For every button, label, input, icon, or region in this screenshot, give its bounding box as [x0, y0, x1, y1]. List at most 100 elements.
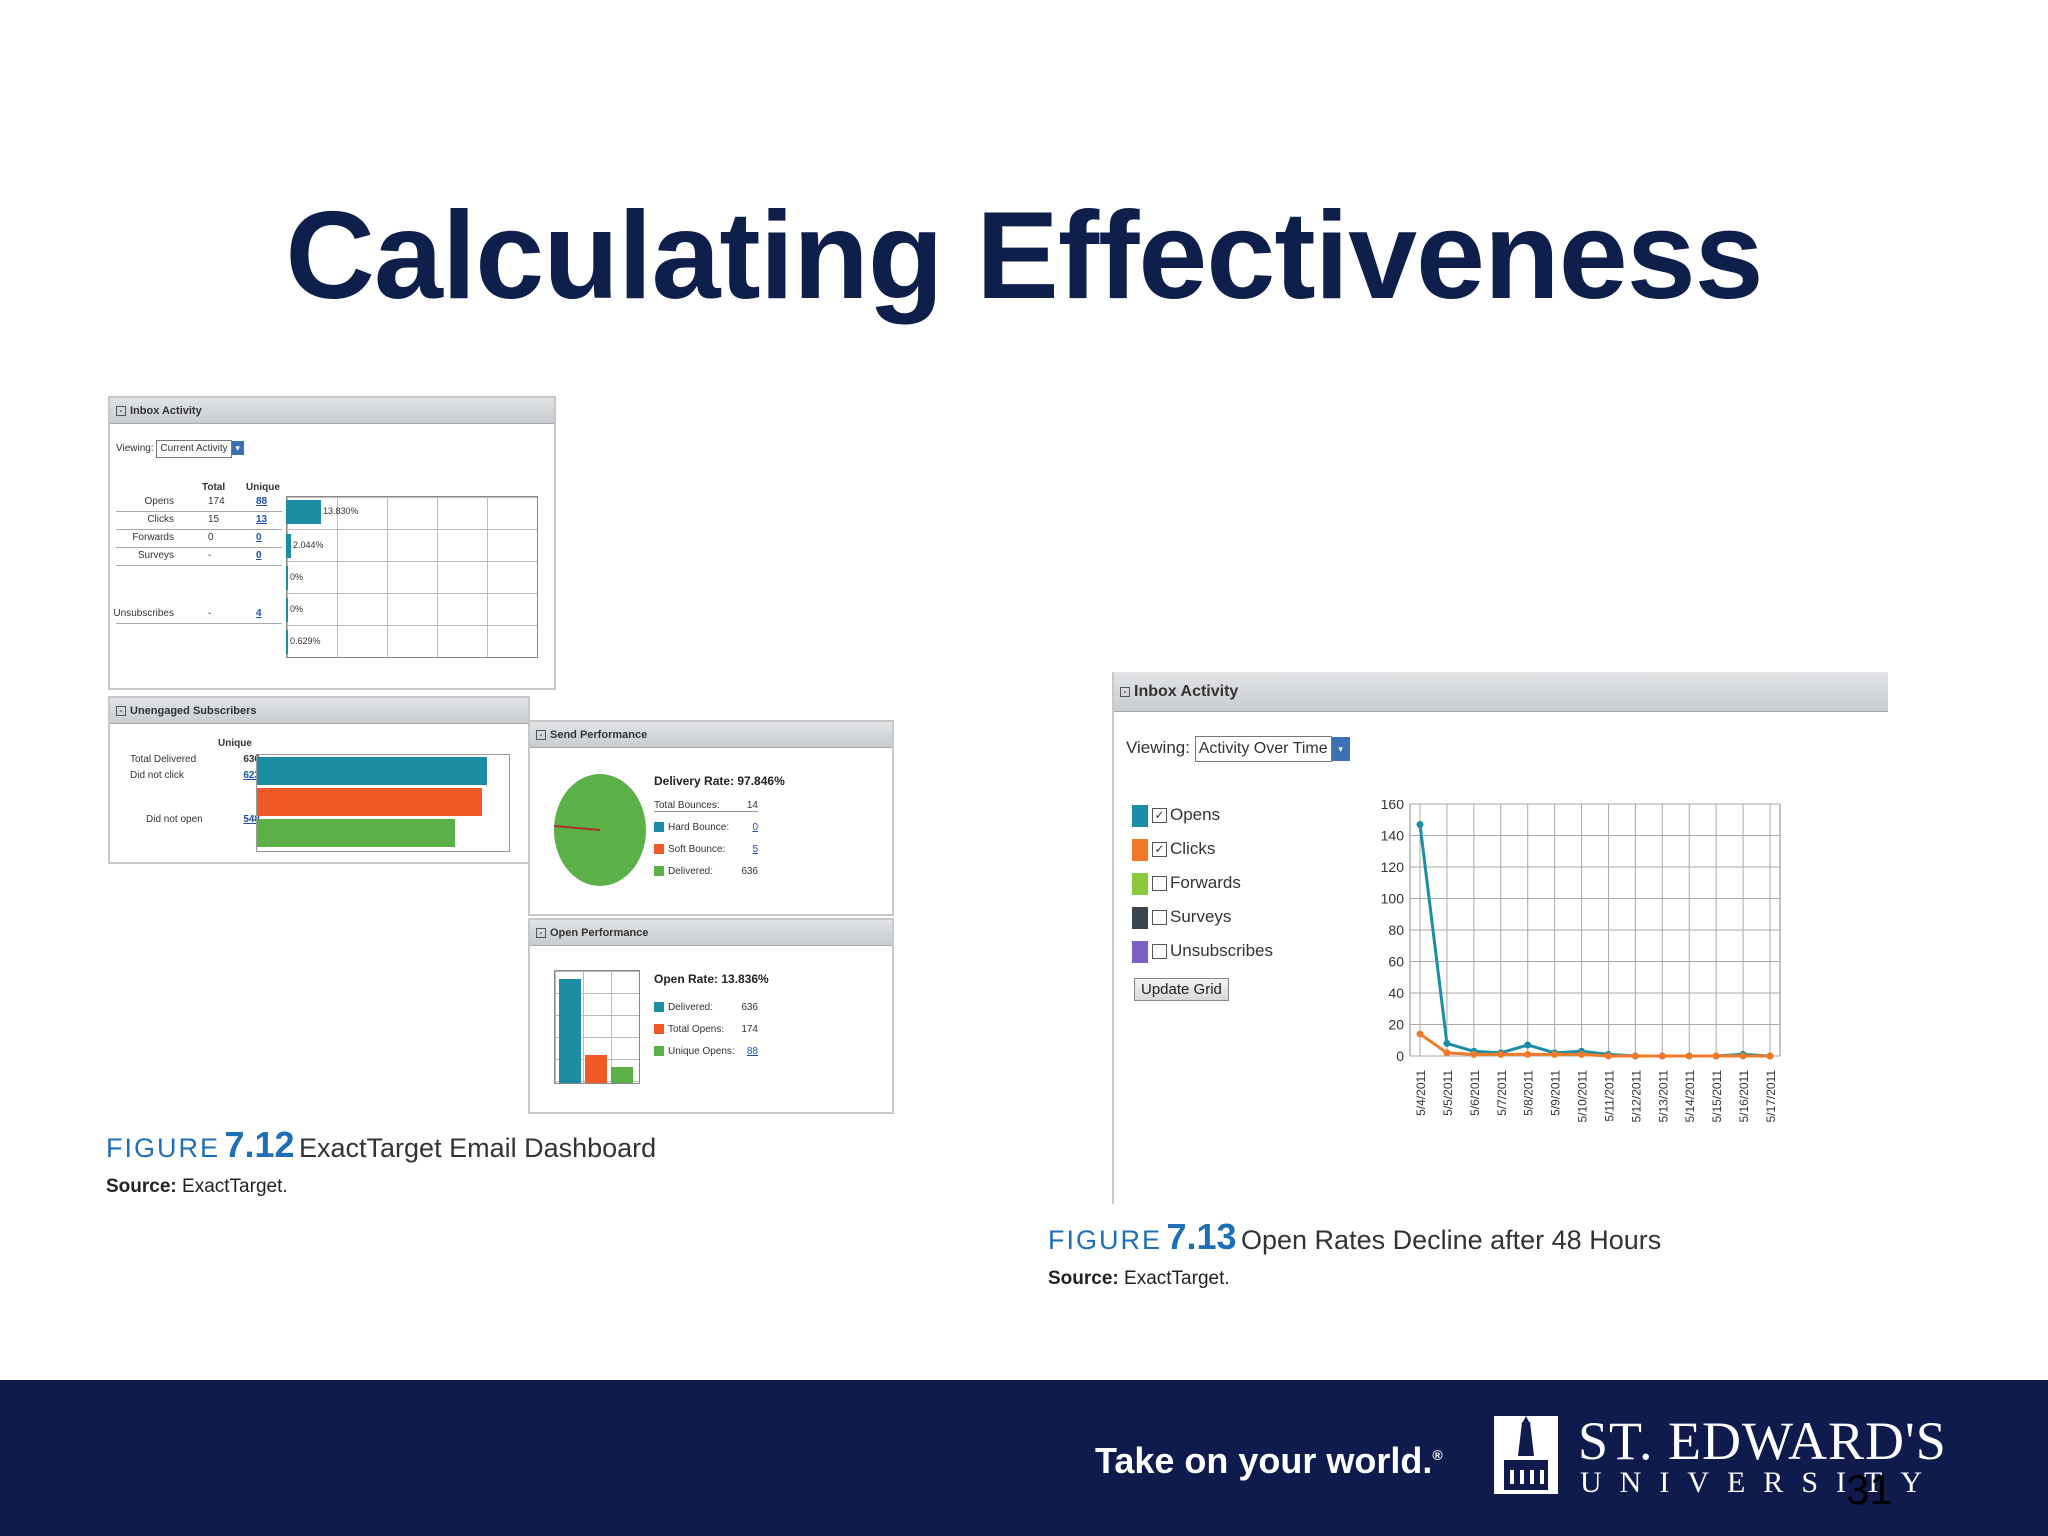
figure-713-source: Source: ExactTarget.: [1048, 1268, 1230, 1289]
data-point-clicks: [1685, 1052, 1693, 1060]
figure-number: 7.12: [224, 1124, 295, 1165]
send-performance-header: - Send Performance: [530, 722, 892, 748]
legend-item[interactable]: Unsubscribes: [1132, 934, 1273, 968]
data-point-clicks: [1712, 1052, 1720, 1060]
y-tick-label: 0: [1396, 1048, 1404, 1064]
figure-712-source: Source: ExactTarget.: [106, 1176, 288, 1197]
unengaged-panel: - Unengaged Subscribers Unique Total Deli…: [108, 696, 530, 864]
inbox-bar-label: 13.830%: [323, 506, 359, 516]
collapse-icon[interactable]: -: [116, 406, 126, 417]
x-tick-label: 5/14/2011: [1683, 1070, 1697, 1123]
inbox-row: Forwards 0 0: [116, 532, 282, 548]
open-row: Delivered: 636: [654, 1002, 758, 1013]
logo-line1: ST. EDWARD'S: [1578, 1411, 1947, 1471]
chevron-down-icon[interactable]: ▾: [231, 441, 244, 456]
open-rate: Open Rate: 13.836%: [654, 972, 769, 986]
bar-did-not-open: [257, 819, 455, 847]
send-row: Total Bounces: 14: [654, 800, 758, 812]
collapse-icon[interactable]: -: [536, 928, 546, 939]
chevron-down-icon[interactable]: ▾: [1331, 736, 1350, 761]
inbox-activity-header: - Inbox Activity: [110, 398, 554, 424]
figure-number: 7.13: [1166, 1216, 1237, 1257]
legend-swatch: [1132, 906, 1148, 929]
viewing-select[interactable]: Activity Over Time: [1194, 736, 1332, 762]
checkbox[interactable]: [1152, 910, 1167, 926]
unengaged-row: Total Delivered 636: [130, 754, 260, 765]
unengaged-row: Did not open 548: [146, 814, 260, 825]
checkbox[interactable]: ✓: [1152, 842, 1167, 858]
x-tick-label: 5/9/2011: [1549, 1070, 1563, 1116]
inbox-bar-grid: [286, 496, 538, 658]
send-row: Hard Bounce: 0: [654, 822, 758, 833]
unengaged-row: Did not click 623: [130, 770, 260, 781]
data-point-opens: [1524, 1041, 1532, 1049]
inbox-bar: [286, 534, 291, 558]
inbox-row: Opens 174 88: [116, 496, 282, 512]
legend-item[interactable]: ✓ Clicks: [1132, 832, 1273, 866]
data-point-clicks: [1631, 1052, 1639, 1060]
checkbox[interactable]: [1152, 876, 1167, 892]
legend-swatch: [654, 1002, 664, 1013]
legend-swatch: [1132, 804, 1148, 827]
data-point-clicks: [1658, 1052, 1666, 1060]
inbox-bar: [286, 630, 288, 654]
bar-delivered: [559, 979, 581, 1083]
data-point-clicks: [1766, 1052, 1774, 1060]
inbox-bar-label: 0.629%: [290, 636, 321, 646]
footer-tagline: Take on your world.®: [1095, 1440, 1443, 1481]
open-bar-grid: [554, 970, 640, 1084]
inbox-row: Unsubscribes -4: [113, 608, 282, 624]
x-tick-label: 5/10/2011: [1576, 1070, 1590, 1123]
inbox-bar: [286, 566, 288, 590]
legend-label: Unsubscribes: [1170, 941, 1273, 960]
viewing-row: Viewing: Activity Over Time ▾: [1126, 736, 1350, 762]
legend-swatch: [654, 1024, 664, 1035]
y-tick-label: 20: [1388, 1017, 1404, 1033]
inbox-bar-label: 0%: [290, 604, 304, 614]
legend-item[interactable]: ✓ Opens: [1132, 798, 1273, 832]
col-unique: Unique: [246, 482, 280, 493]
collapse-icon[interactable]: -: [1120, 686, 1130, 697]
legend-swatch: [1132, 838, 1148, 861]
x-tick-label: 5/17/2011: [1764, 1070, 1778, 1123]
x-tick-label: 5/6/2011: [1468, 1070, 1482, 1116]
data-point-clicks: [1551, 1050, 1559, 1058]
legend-swatch: [654, 1046, 664, 1057]
x-tick-label: 5/8/2011: [1522, 1070, 1536, 1116]
bar-total-delivered: [257, 757, 487, 785]
unengaged-bar-frame: [256, 754, 510, 852]
series-legend: ✓ Opens ✓ Clicks Forwards Surveys Unsubscribes: [1132, 798, 1273, 968]
viewing-label: Viewing:: [1126, 738, 1190, 757]
y-tick-label: 80: [1388, 922, 1404, 938]
data-point-clicks: [1578, 1050, 1586, 1058]
data-point-opens: [1443, 1039, 1451, 1047]
figure-713-caption: FIGURE 7.13 Open Rates Decline after 48 …: [1048, 1216, 1661, 1258]
data-point-clicks: [1416, 1030, 1424, 1038]
page-number: 31: [1846, 1466, 1893, 1513]
unengaged-header: - Unengaged Subscribers: [110, 698, 528, 724]
figure-label: FIGURE: [1048, 1225, 1163, 1255]
open-performance-header: - Open Performance: [530, 920, 892, 946]
send-row: Soft Bounce: 5: [654, 844, 758, 855]
data-point-clicks: [1443, 1049, 1451, 1057]
bar-unique-opens: [611, 1067, 633, 1083]
viewing-select[interactable]: Current Activity: [156, 440, 232, 458]
legend-item[interactable]: Forwards: [1132, 866, 1273, 900]
update-grid-button[interactable]: Update Grid: [1134, 978, 1229, 1001]
data-point-clicks: [1497, 1050, 1505, 1058]
checkbox[interactable]: ✓: [1152, 808, 1167, 824]
x-tick-label: 5/16/2011: [1737, 1070, 1751, 1123]
legend-label: Clicks: [1170, 839, 1216, 858]
viewing-row: Viewing: Current Activity ▾: [116, 440, 244, 458]
x-tick-label: 5/7/2011: [1495, 1070, 1509, 1116]
inbox-bar: [286, 500, 321, 524]
col-unique: Unique: [218, 738, 252, 749]
slide-title: Calculating Effectiveness: [285, 187, 1763, 325]
legend-item[interactable]: Surveys: [1132, 900, 1273, 934]
x-tick-label: 5/13/2011: [1656, 1070, 1670, 1123]
collapse-icon[interactable]: -: [536, 730, 546, 741]
checkbox[interactable]: [1152, 944, 1167, 960]
collapse-icon[interactable]: -: [116, 706, 126, 717]
figure-caption: ExactTarget Email Dashboard: [299, 1133, 657, 1163]
inbox-row: Clicks 15 13: [116, 514, 282, 530]
